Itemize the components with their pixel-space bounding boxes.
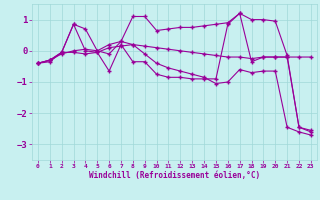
- X-axis label: Windchill (Refroidissement éolien,°C): Windchill (Refroidissement éolien,°C): [89, 171, 260, 180]
